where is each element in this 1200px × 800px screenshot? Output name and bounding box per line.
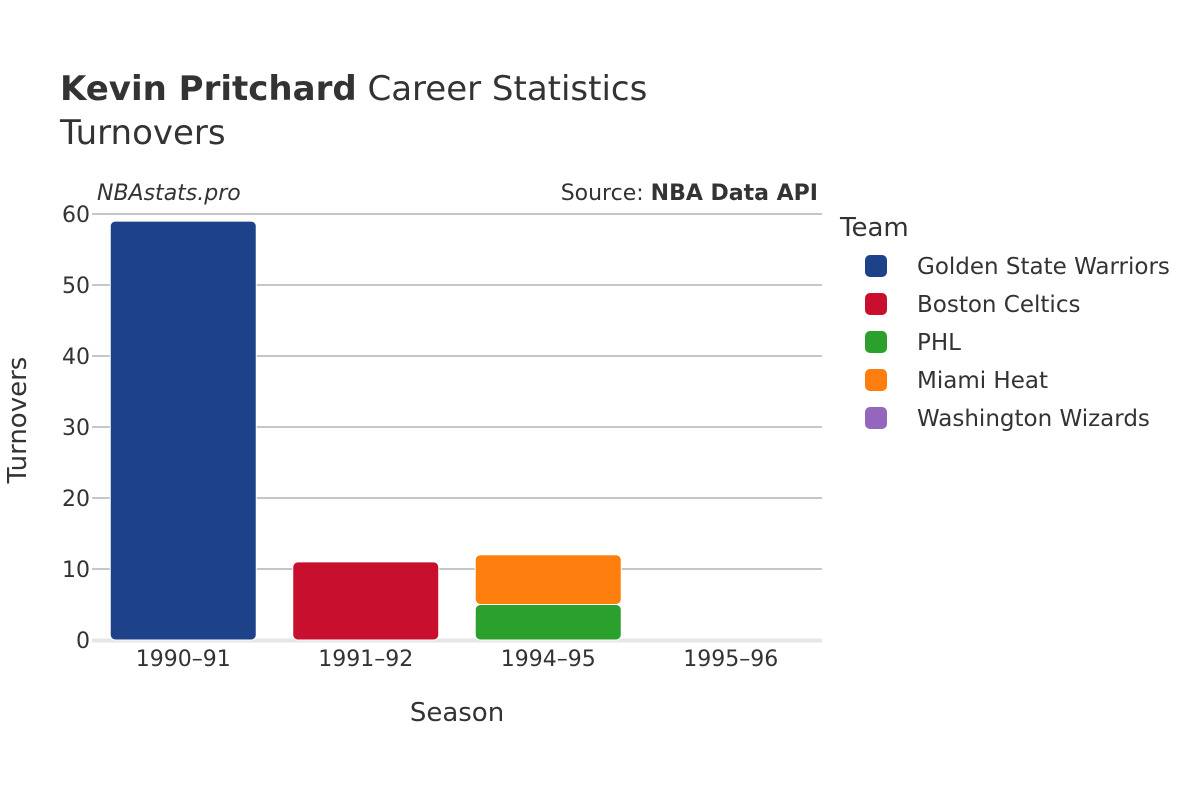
bar-segment	[109, 220, 257, 641]
legend-title: Team	[839, 213, 909, 243]
y-axis-title: Turnovers	[3, 357, 33, 485]
y-tick-label: 30	[62, 416, 90, 441]
legend-label: Boston Celtics	[917, 292, 1080, 318]
source-name: NBA Data API	[651, 181, 818, 206]
legend-label: Miami Heat	[917, 368, 1048, 394]
bar-segment	[474, 554, 622, 605]
chart-subtitle: Turnovers	[59, 113, 226, 153]
legend-swatch	[865, 293, 887, 315]
legend-label: Washington Wizards	[917, 406, 1150, 432]
legend-swatch	[865, 369, 887, 391]
chart-title: Kevin Pritchard Career Statistics	[60, 69, 647, 109]
chart-title-rest: Career Statistics	[357, 69, 648, 109]
source-note: Source: NBA Data API	[561, 181, 818, 206]
y-tick-label: 10	[62, 558, 90, 583]
source-prefix: Source:	[561, 181, 651, 206]
y-tick-label: 0	[76, 629, 90, 654]
legend-label: Golden State Warriors	[917, 254, 1170, 280]
legend: Golden State Warriors Boston Celtics PHL Mi…	[865, 254, 1170, 432]
bar-segment	[292, 561, 440, 641]
x-tick-label: 1990–91	[136, 647, 231, 672]
x-tick-label: 1991–92	[318, 647, 413, 672]
legend-label: PHL	[917, 330, 961, 356]
y-tick-label: 40	[62, 345, 90, 370]
chart-title-player: Kevin Pritchard	[60, 69, 357, 109]
y-tick-label: 50	[62, 274, 90, 299]
y-tick-label: 60	[62, 203, 90, 228]
bar-segment	[474, 604, 622, 641]
y-tick-label: 20	[62, 487, 90, 512]
legend-swatch	[865, 331, 887, 353]
legend-swatch	[865, 255, 887, 277]
legend-swatch	[865, 407, 887, 429]
x-axis-title: Season	[410, 698, 504, 728]
x-axis-ticks: 1990–91 1991–92 1994–95 1995–96	[136, 647, 778, 672]
bars	[109, 220, 622, 641]
watermark: NBAstats.pro	[97, 181, 241, 206]
x-tick-label: 1994–95	[501, 647, 596, 672]
y-axis-ticks: 0 10 20 30 40 50 60	[62, 203, 90, 654]
x-tick-label: 1995–96	[683, 647, 778, 672]
